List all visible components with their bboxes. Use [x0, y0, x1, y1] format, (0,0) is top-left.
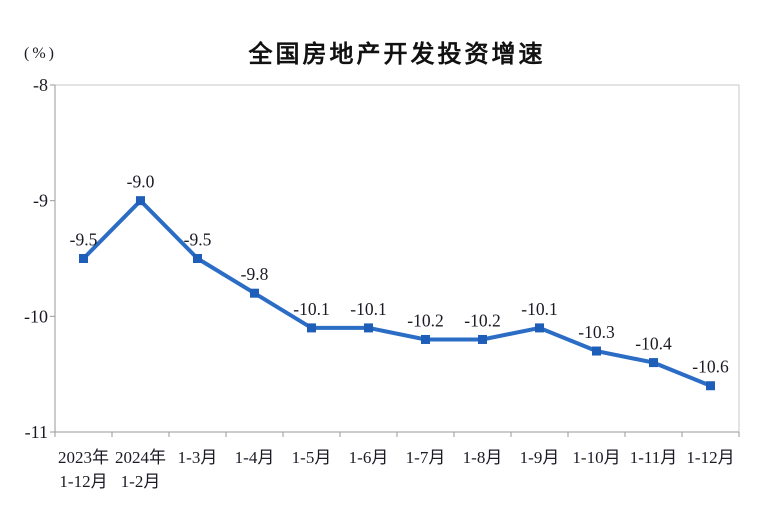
x-axis-category-label: 1-6月	[349, 448, 389, 467]
x-axis-category-label: 1-2月	[121, 472, 161, 491]
data-point-label: -9.5	[184, 230, 212, 250]
data-point-label: -9.5	[70, 230, 98, 250]
x-axis-category-label: 1-7月	[406, 448, 446, 467]
chart-title: 全国房地产开发投资增速	[248, 41, 546, 68]
data-point-marker	[706, 381, 715, 391]
data-point-marker	[649, 358, 658, 368]
y-axis-unit-label: (%)	[24, 45, 57, 62]
x-axis-category-label: 1-4月	[235, 448, 275, 467]
data-point-marker	[421, 334, 430, 344]
data-point-marker	[79, 254, 88, 263]
data-point-marker	[535, 323, 544, 333]
data-point-label: -10.1	[521, 299, 557, 319]
data-point-label: -10.2	[464, 310, 500, 330]
series-line	[82, 197, 712, 388]
y-axis-tick-label: -11	[25, 422, 48, 442]
data-point-marker	[307, 323, 316, 333]
data-point-label: -10.1	[293, 299, 329, 319]
data-point-label: -10.2	[407, 310, 443, 330]
data-point-marker	[250, 288, 259, 298]
data-point-label: -10.3	[578, 322, 615, 342]
x-axis-category-label: 2024年	[115, 448, 166, 467]
x-axis-category-label: 2023年	[58, 448, 109, 467]
data-point-label: -10.4	[635, 334, 672, 354]
x-axis-category-label: 1-8月	[463, 448, 503, 467]
data-point-label: -10.1	[350, 299, 386, 319]
data-point-label: -9.0	[127, 172, 155, 192]
x-axis-category-label: 1-12月	[59, 472, 107, 491]
data-point-label: -10.6	[692, 357, 729, 377]
y-axis-tick-label: -8	[33, 75, 48, 95]
data-point-label: -9.8	[241, 264, 269, 284]
data-point-marker	[193, 254, 202, 263]
data-point-marker	[478, 334, 487, 344]
x-axis-category-label: 1-9月	[520, 448, 560, 467]
x-axis-category-label: 1-5月	[292, 448, 332, 467]
data-point-marker	[592, 346, 601, 356]
data-point-marker	[364, 323, 373, 333]
data-point-marker	[136, 196, 145, 206]
x-axis-category-label: 1-11月	[630, 448, 678, 467]
y-axis-tick-label: -9	[33, 191, 48, 211]
x-axis-category-label: 1-12月	[686, 448, 734, 467]
y-axis-tick-label: -10	[24, 306, 48, 326]
x-axis-category-label: 1-10月	[572, 448, 620, 467]
x-axis-category-label: 1-3月	[178, 448, 218, 467]
